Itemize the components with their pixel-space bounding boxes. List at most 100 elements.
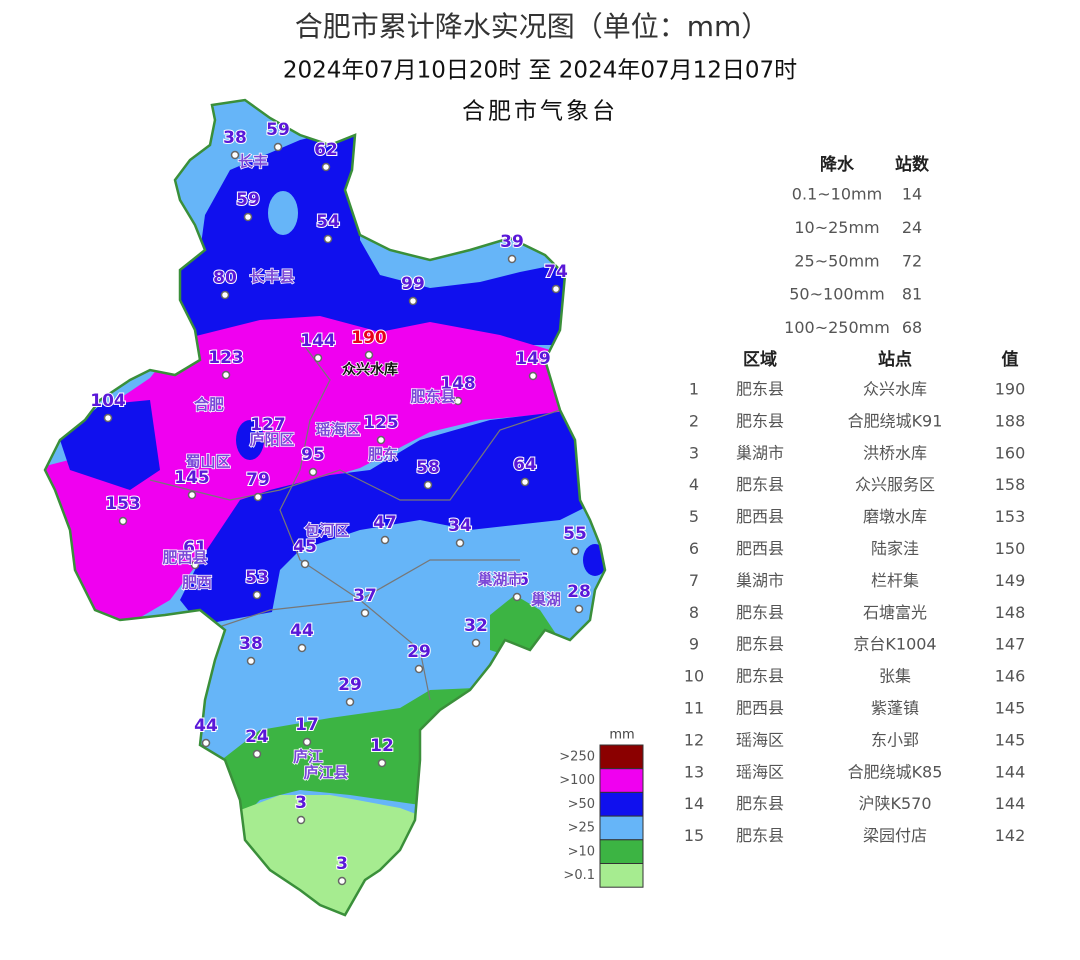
ranking-cell: 14	[684, 794, 704, 813]
ranking-cell: 146	[995, 667, 1026, 686]
ranking-cell: 150	[995, 539, 1026, 558]
issuer: 合肥市气象台	[462, 99, 618, 125]
station-dot	[273, 142, 283, 152]
ranking-cell: 7	[689, 571, 699, 590]
legend-label: >50	[568, 797, 595, 812]
ranking-cell: 145	[995, 730, 1026, 749]
station-dot	[345, 697, 355, 707]
ranking-cell: 142	[995, 826, 1026, 845]
zone-50	[180, 410, 600, 625]
legend-swatch	[599, 744, 644, 770]
station-dot	[337, 876, 347, 886]
stats-header: 降水	[820, 154, 855, 175]
station-value: 29	[338, 675, 362, 695]
place-name: 长丰	[238, 153, 268, 171]
place-name: 肥东	[368, 446, 398, 464]
ranking-cell: 众兴水库	[863, 380, 927, 399]
legend-swatch	[599, 815, 644, 841]
station-dot	[230, 150, 240, 160]
station-dot	[252, 590, 262, 600]
station-value: 58	[416, 458, 440, 478]
place-name: 肥东县	[410, 388, 455, 406]
station-value: 16	[505, 570, 529, 590]
station-dot	[528, 371, 538, 381]
ranking-cell: 3	[689, 443, 699, 462]
station-value: 99	[401, 274, 425, 294]
place-name: 合肥	[193, 396, 224, 414]
station-dot	[243, 212, 253, 222]
place-name: 肥西	[182, 574, 212, 592]
place-name: 众兴水库	[342, 361, 398, 378]
title: 合肥市累计降水实况图（单位：mm）	[295, 10, 770, 43]
ranking-cell: 石塘富光	[863, 603, 927, 622]
ranking-cell: 肥西县	[736, 507, 784, 526]
place-name: 肥西县	[162, 549, 207, 567]
ranking-header: 值	[1002, 349, 1019, 370]
stats-cell: 0.1~10mm	[792, 185, 882, 204]
station-dot	[308, 467, 318, 477]
stats-header: 站数	[895, 154, 930, 175]
boundary	[209, 559, 520, 631]
ranking-cell: 肥东县	[736, 411, 784, 430]
station-value: 95	[301, 445, 325, 465]
stats-cell: 24	[902, 218, 922, 237]
place-name: 巢湖市	[476, 571, 522, 589]
legend-swatch	[599, 768, 644, 793]
ranking-cell: 合肥绕城K91	[848, 411, 943, 430]
station-value: 44	[290, 621, 314, 641]
zone-50	[60, 400, 160, 490]
station-dot	[364, 350, 374, 360]
ranking-cell: 15	[684, 826, 704, 845]
station-dot	[455, 538, 465, 548]
ranking-cell: 1	[689, 380, 699, 399]
station-value: 64	[513, 455, 537, 475]
stats-cell: 50~100mm	[789, 285, 884, 304]
ranking-cell: 2	[689, 411, 699, 430]
station-value: 59	[236, 190, 260, 210]
ranking-cell: 肥东县	[736, 667, 784, 686]
station-value: 54	[316, 212, 340, 232]
legend-label: >0.1	[563, 868, 595, 883]
zone-10	[215, 688, 480, 835]
ranking-header: 区域	[743, 349, 777, 370]
ranking-cell: 160	[995, 443, 1026, 462]
station-dot	[360, 608, 370, 618]
ranking-cell: 肥西县	[736, 539, 784, 558]
station-dot	[512, 592, 522, 602]
station-value: 153	[105, 494, 141, 514]
place-name: 包河区	[304, 522, 349, 540]
ranking-cell: 肥东县	[736, 794, 784, 813]
ranking-cell: 京台K1004	[853, 635, 936, 654]
legend-label: >25	[568, 821, 595, 836]
ranking-cell: 188	[995, 411, 1026, 430]
station-dot	[323, 234, 333, 244]
station-value: 37	[353, 586, 377, 606]
subtitle: 2024年07月10日20时 至 2024年07月12日07时	[283, 58, 797, 84]
ranking-cell: 肥东县	[736, 826, 784, 845]
station-dot	[408, 296, 418, 306]
station-dot	[297, 643, 307, 653]
station-dot	[296, 815, 306, 825]
ranking-cell: 陆家洼	[871, 539, 919, 558]
station-value: 144	[300, 331, 336, 351]
ranking-cell: 磨墩水库	[863, 507, 927, 526]
ranking-cell: 梁园付店	[863, 826, 927, 845]
ranking-cell: 4	[689, 475, 699, 494]
place-name: 庐江	[293, 748, 323, 766]
zone-50	[90, 125, 580, 345]
station-value: 127	[250, 415, 286, 435]
place-name: 庐江县	[303, 764, 348, 782]
station-value: 104	[90, 391, 126, 411]
stats-cell: 10~25mm	[794, 218, 879, 237]
ranking-cell: 肥西县	[736, 699, 784, 718]
station-dot	[423, 480, 433, 490]
legend-swatch	[599, 791, 644, 817]
station-value: 3	[336, 854, 348, 874]
ranking-cell: 8	[689, 603, 699, 622]
station-dot	[302, 737, 312, 747]
station-dot	[574, 604, 584, 614]
stats-cell: 100~250mm	[784, 318, 890, 337]
ranking-cell: 147	[995, 635, 1026, 654]
station-value: 29	[407, 642, 431, 662]
station-value: 3	[295, 793, 307, 813]
